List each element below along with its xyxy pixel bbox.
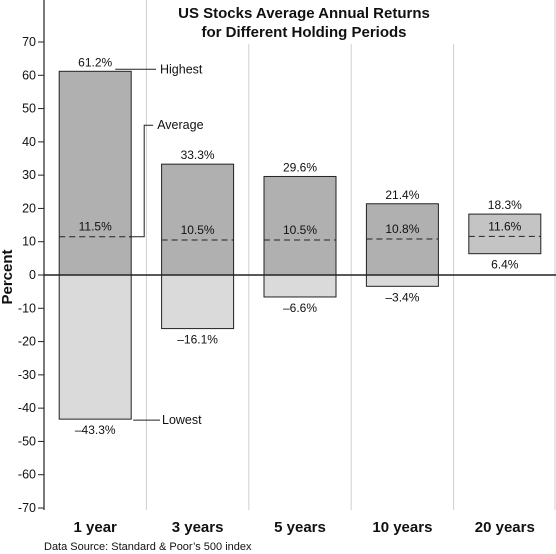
bar-negative: [365, 274, 439, 287]
label-average: 10.8%: [385, 222, 419, 236]
y-tick-label: -50: [18, 434, 36, 448]
label-average: 10.5%: [181, 223, 215, 237]
y-tick-label: 40: [22, 135, 36, 149]
label-lowest: 6.4%: [491, 258, 519, 272]
label-highest: 61.2%: [78, 55, 112, 69]
y-tick-label: -60: [18, 468, 36, 482]
y-tick-label: 50: [22, 102, 36, 116]
x-axis-categories: 1 year 3 years 5 years 10 years 20 years: [74, 519, 535, 536]
bar-range: [468, 213, 542, 255]
y-tick-label: 10: [22, 235, 36, 249]
bar-negative: [58, 274, 132, 420]
label-highest: 29.6%: [283, 160, 317, 174]
chart-grid: [145, 0, 556, 510]
title-background: [148, 0, 461, 44]
y-tick-label: 20: [22, 201, 36, 215]
category-label: 20 years: [475, 519, 535, 536]
data-source-note: Data Source: Standard & Poor’s 500 index: [44, 541, 252, 553]
data-labels: 61.2% 11.5% –43.3% 33.3% 10.5% –16.1% 29.6% 10.…: [75, 55, 522, 437]
label-lowest: –6.6%: [283, 301, 317, 315]
annotation-average: Average: [157, 118, 203, 132]
bar-negative: [263, 274, 337, 298]
y-tick-label: 70: [22, 35, 36, 49]
bar-negative: [161, 274, 235, 330]
label-average: 10.5%: [283, 223, 317, 237]
bar-positive: [263, 175, 337, 276]
label-highest: 33.3%: [181, 148, 215, 162]
label-lowest: –43.3%: [75, 423, 116, 437]
y-tick-label: 0: [29, 268, 36, 282]
y-axis: 70 60 50 40 30 20 10 0 -10 -20 -30 -40 -50 -60 -70: [18, 0, 556, 515]
annotation-highest: Highest: [160, 62, 203, 76]
category-label: 1 year: [74, 519, 118, 536]
y-axis-label: Percent: [0, 249, 16, 304]
chart-title-line1: US Stocks Average Annual Returns: [178, 5, 430, 22]
y-tick-label: -40: [18, 401, 36, 415]
y-tick-label: 60: [22, 68, 36, 82]
category-label: 3 years: [172, 519, 224, 536]
bar-positive: [58, 70, 132, 276]
y-tick-label: -20: [18, 335, 36, 349]
bar-positive: [161, 163, 235, 276]
label-lowest: –3.4%: [385, 290, 419, 304]
y-tick-label: -10: [18, 301, 36, 315]
label-highest: 18.3%: [488, 198, 522, 212]
label-lowest: –16.1%: [177, 333, 218, 347]
label-highest: 21.4%: [385, 188, 419, 202]
annotation-leader-average: [129, 124, 154, 238]
y-tick-label: -30: [18, 368, 36, 382]
category-label: 10 years: [372, 519, 432, 536]
category-label: 5 years: [274, 519, 326, 536]
annotation-lowest: Lowest: [162, 413, 202, 427]
bars: [58, 70, 542, 420]
y-tick-label: 30: [22, 168, 36, 182]
annotations: Highest Average Lowest: [115, 62, 204, 427]
chart-title-line2: for Different Holding Periods: [201, 24, 406, 41]
y-tick-label: -70: [18, 501, 36, 515]
label-average: 11.5%: [79, 220, 112, 234]
label-average: 11.6%: [488, 219, 521, 233]
